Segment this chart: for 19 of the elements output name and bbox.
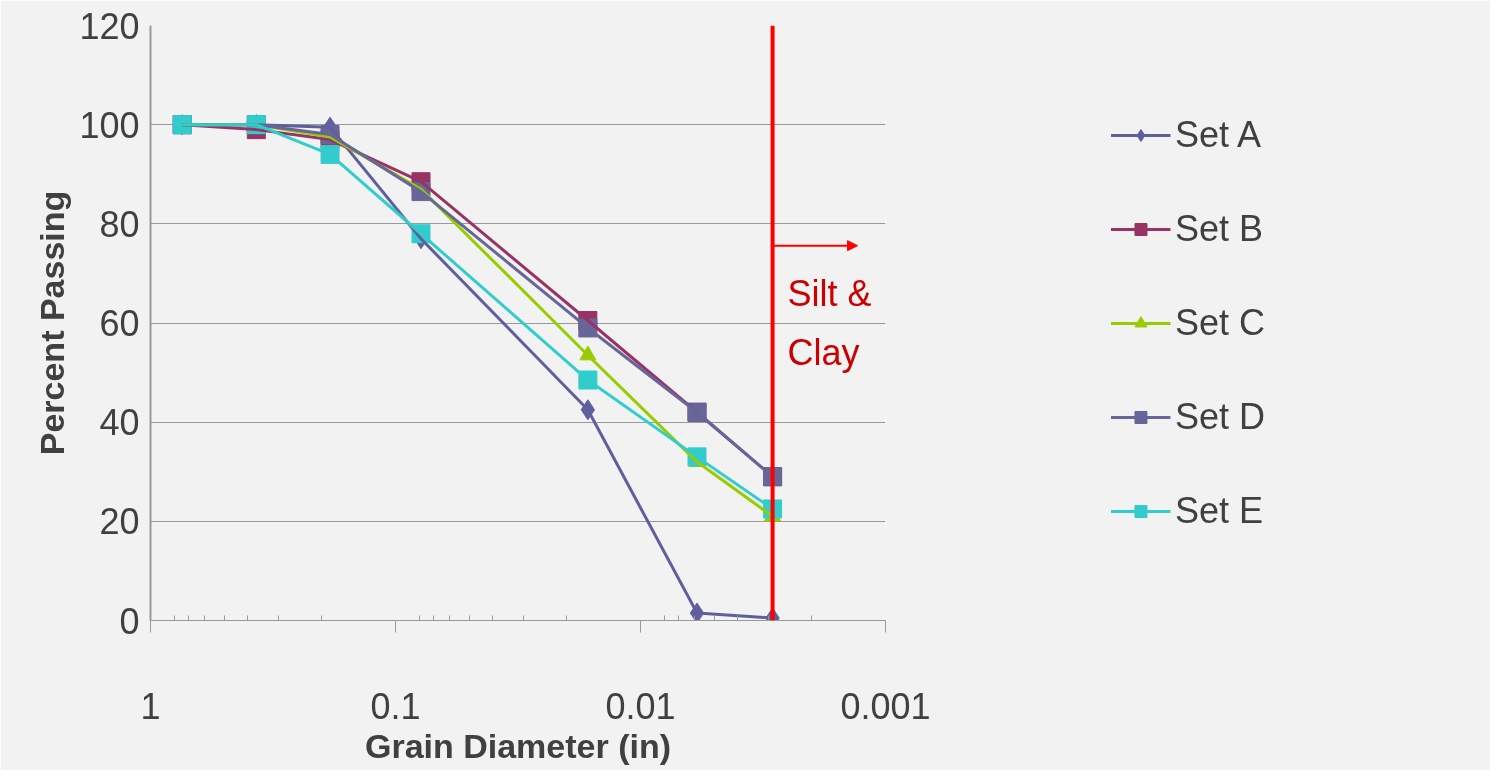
y-tick-label: 100 bbox=[79, 104, 140, 146]
y-tick-label: 20 bbox=[99, 501, 140, 543]
x-tick-label: 0.001 bbox=[840, 685, 931, 727]
legend-label: Set C bbox=[1174, 301, 1266, 344]
legend-label: Set A bbox=[1174, 113, 1262, 156]
y-axis-title: Percent Passing bbox=[33, 190, 72, 456]
x-axis-title: Grain Diameter (in) bbox=[364, 726, 672, 765]
y-tick-label: 60 bbox=[99, 303, 140, 344]
x-tick-label: 0.1 bbox=[370, 685, 421, 727]
y-tick-label: 40 bbox=[99, 402, 140, 444]
y-tick-label: 0 bbox=[119, 600, 140, 642]
y-tick-label: 80 bbox=[99, 203, 140, 245]
legend-label: Set B bbox=[1174, 207, 1264, 250]
x-tick-label: 0.01 bbox=[605, 685, 676, 727]
x-tick-label: 1 bbox=[140, 685, 161, 727]
y-tick-label: 120 bbox=[79, 5, 140, 47]
legend-label: Set E bbox=[1174, 489, 1264, 532]
legend-label: Set D bbox=[1174, 395, 1266, 438]
ref-line-label: Silt & Clay bbox=[787, 272, 872, 374]
